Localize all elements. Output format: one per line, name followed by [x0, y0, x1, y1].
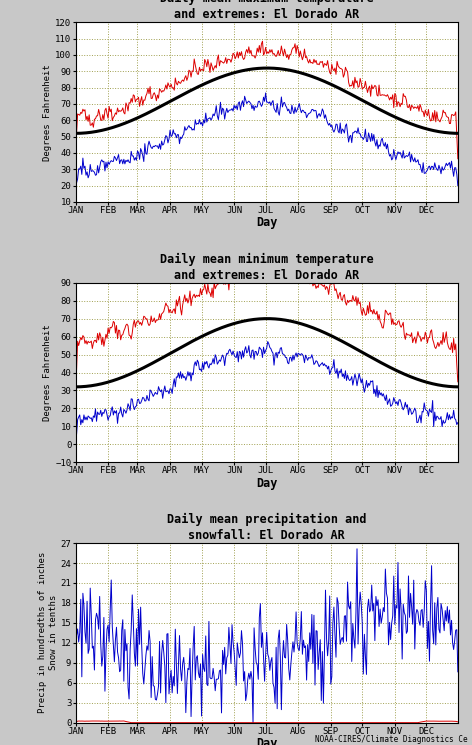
X-axis label: Day: Day [256, 738, 278, 745]
Title: Daily mean precipitation and
snowfall: El Dorado AR: Daily mean precipitation and snowfall: E… [167, 513, 366, 542]
Title: Daily mean minimum temperature
and extremes: El Dorado AR: Daily mean minimum temperature and extre… [160, 253, 373, 282]
Y-axis label: Degrees Fahrenheit: Degrees Fahrenheit [43, 64, 52, 160]
Y-axis label: Precip in hundredths of inches
Snow in tenths: Precip in hundredths of inches Snow in t… [38, 552, 58, 714]
X-axis label: Day: Day [256, 217, 278, 229]
Title: Daily mean maximum temperature
and extremes: El Dorado AR: Daily mean maximum temperature and extre… [160, 0, 373, 21]
Y-axis label: Degrees Fahrenheit: Degrees Fahrenheit [43, 324, 52, 421]
X-axis label: Day: Day [256, 477, 278, 490]
Text: NOAA-CIRES/Climate Diagnostics Ce: NOAA-CIRES/Climate Diagnostics Ce [315, 735, 467, 744]
